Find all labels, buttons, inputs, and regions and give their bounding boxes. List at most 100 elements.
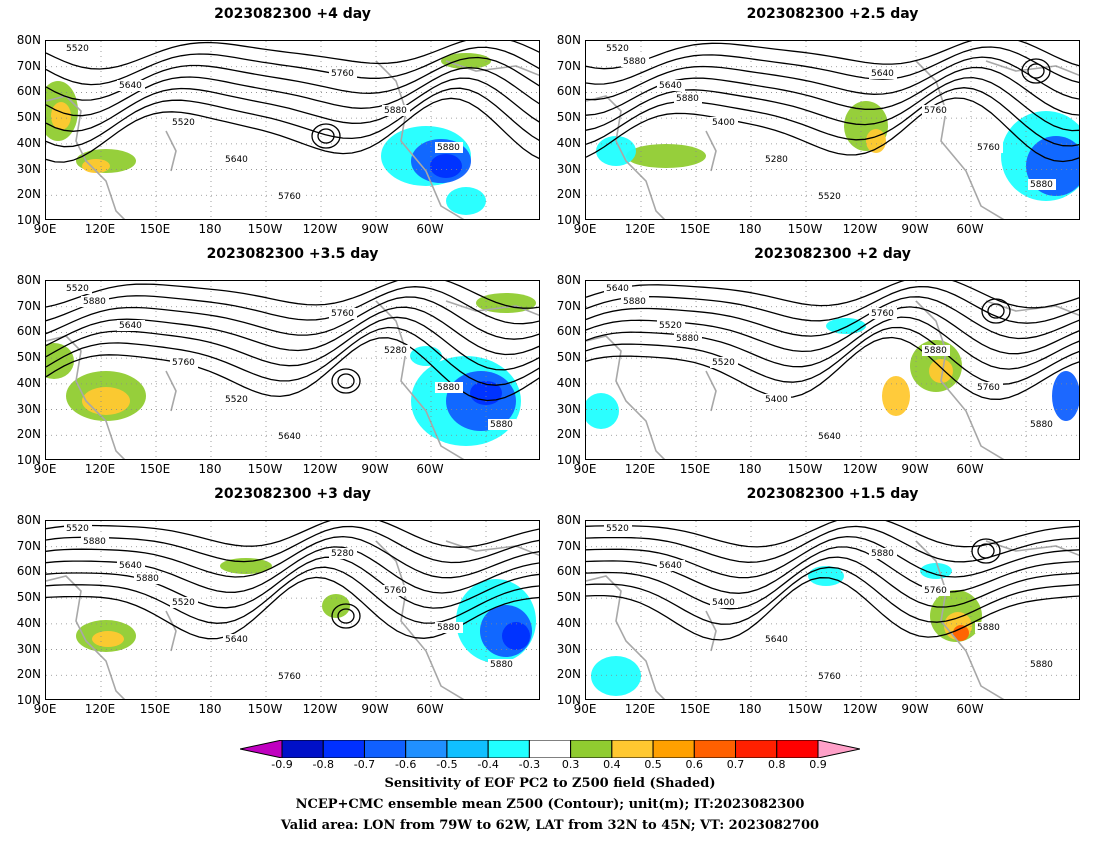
panel-title: 2023082300 +4 day — [214, 6, 371, 22]
lat-tick-label: 30N — [16, 161, 41, 176]
contour-label: 5760 — [924, 106, 947, 116]
lat-tick-label: 50N — [556, 350, 581, 365]
lat-tick-label: 50N — [16, 350, 41, 365]
z500-contour — [586, 296, 1079, 340]
contour-label: 5760 — [977, 143, 1000, 153]
contour-label-bg — [657, 560, 685, 571]
contour-label-bg — [869, 548, 897, 559]
contour-label-bg — [117, 80, 145, 91]
contour-label-bg — [382, 345, 410, 356]
lat-tick-label: 70N — [556, 298, 581, 313]
colorbar-tick-label: 0.3 — [561, 758, 580, 771]
z500-contour — [586, 566, 1079, 625]
contour-label-bg — [276, 671, 304, 682]
contour-label: 5520 — [225, 395, 248, 405]
colorbar-segment — [528, 740, 572, 758]
closed-contour — [1027, 63, 1045, 79]
lon-tick-label: 90E — [33, 462, 57, 476]
lon-tick-label: 60W — [956, 462, 984, 476]
colorbar-tick-label: 0.7 — [726, 758, 745, 771]
coastline — [375, 300, 465, 459]
contour-label: 5760 — [331, 309, 354, 319]
contour-label-bg — [816, 191, 844, 202]
lon-tick-label: 150E — [679, 702, 711, 716]
coastline — [586, 335, 666, 459]
contour-label-bg — [276, 191, 304, 202]
caption-line-2: NCEP+CMC ensemble mean Z500 (Contour); u… — [295, 797, 805, 812]
lat-tick-label: 80N — [556, 273, 581, 287]
sensitivity-shading — [82, 159, 110, 173]
coastline — [705, 130, 717, 172]
contour-label-bg — [922, 345, 950, 356]
contour-label-bg — [488, 419, 516, 430]
lat-tick-label: 60N — [16, 84, 41, 99]
contour-label: 5520 — [659, 321, 682, 331]
closed-contour — [311, 123, 341, 149]
z500-contour — [586, 56, 1079, 101]
contour-label: 5640 — [871, 69, 894, 79]
sensitivity-shading — [220, 558, 272, 574]
colorbar-tick-label: -0.4 — [477, 758, 499, 771]
contour-label: 5760 — [977, 383, 1000, 393]
lon-tick-label: 180 — [738, 462, 762, 476]
contour-label-bg — [81, 296, 109, 307]
contour-label: 5640 — [225, 155, 248, 165]
colorbar-tick-label: 0.4 — [603, 758, 621, 771]
contour-label-bg — [674, 333, 702, 344]
colorbar-segment — [405, 740, 448, 758]
map-svg: 5640 5520 5520 5400 5640 5760 5880 5760 5880 5880… — [586, 281, 1079, 459]
z500-contour — [46, 46, 539, 86]
contour-label: 5280 — [331, 549, 354, 559]
z500-contour — [586, 316, 1079, 370]
contour-label: 5640 — [606, 284, 629, 294]
contour-label: 5880 — [676, 334, 699, 344]
lat-tick-label: 80N — [556, 513, 581, 527]
contour-label: 5640 — [659, 561, 682, 571]
contour-label-bg — [435, 142, 463, 153]
lon-tick-label: 90W — [361, 222, 389, 236]
contour-label-bg — [621, 56, 649, 67]
contour-label-bg — [975, 142, 1003, 153]
lon-tick-label: 150E — [139, 702, 171, 716]
lat-tick-label: 70N — [16, 298, 41, 313]
sensitivity-shading — [882, 376, 910, 416]
contour-label-bg — [117, 560, 145, 571]
lat-tick-label: 10N — [556, 453, 581, 467]
contour-label: 5880 — [623, 297, 646, 307]
colorbar-tick-label: -0.9 — [271, 758, 293, 771]
z500-contour — [586, 41, 1079, 70]
colorbar-end-triangle — [240, 740, 283, 758]
contour-label-bg — [223, 154, 251, 165]
lat-tick-label: 50N — [556, 590, 581, 605]
contour-label: 5520 — [172, 118, 195, 128]
map-svg: 5520 5640 5520 5640 5760 5760 5880 5880 — [46, 41, 539, 219]
lon-tick-label: 120W — [842, 462, 878, 476]
contour-label-bg — [276, 431, 304, 442]
sensitivity-shading — [591, 656, 641, 696]
coastline — [165, 130, 177, 172]
coastline — [375, 60, 465, 219]
lon-tick-label: 60W — [956, 702, 984, 716]
contour-label-bg — [64, 43, 92, 54]
map-frame: 5520 5640 5400 5640 5760 5880 5760 5880 5880 — [585, 520, 1080, 700]
contour-label-bg — [922, 585, 950, 596]
contour-label: 5520 — [712, 358, 735, 368]
contour-label-bg — [170, 117, 198, 128]
z500-contour — [586, 281, 1079, 309]
colorbar-tick-label: -0.6 — [394, 758, 417, 771]
lat-tick-label: 60N — [556, 84, 581, 99]
contour-label: 5880 — [384, 106, 407, 116]
contour-label-bg — [763, 634, 791, 645]
contour-label: 5880 — [490, 660, 513, 670]
lat-tick-label: 80N — [16, 273, 41, 287]
lat-tick-label: 10N — [16, 213, 41, 227]
lon-tick-label: 60W — [416, 222, 444, 236]
contour-label-bg — [488, 659, 516, 670]
contour-label-bg — [329, 308, 357, 319]
lon-tick-label: 120W — [302, 222, 338, 236]
z500-contour — [46, 296, 539, 340]
colorbar-segment — [611, 740, 654, 758]
lon-tick-label: 90E — [33, 702, 57, 716]
colorbar-segment — [487, 740, 530, 758]
lon-tick-label: 150E — [139, 462, 171, 476]
